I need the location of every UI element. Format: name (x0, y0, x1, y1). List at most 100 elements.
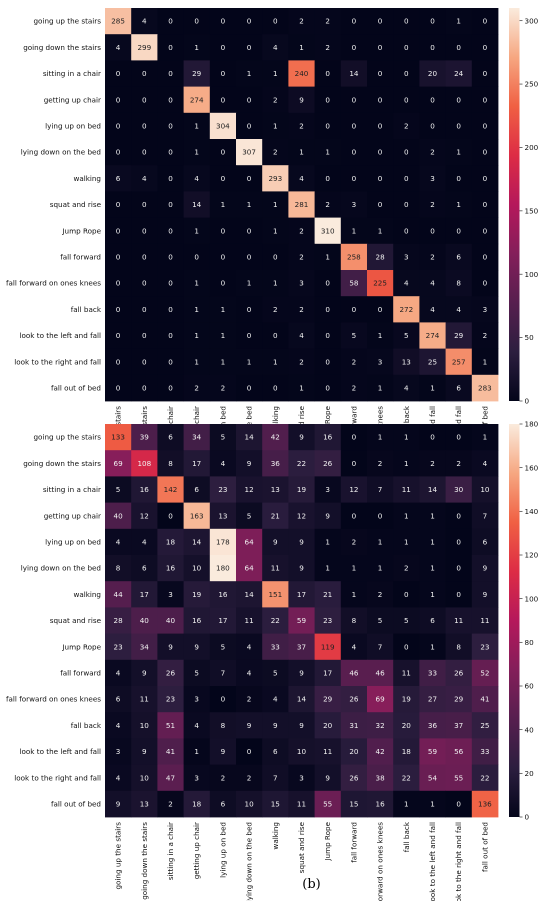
cell-value: 4 (273, 695, 278, 704)
cell-value: 1 (273, 122, 278, 131)
cell-value: 29 (454, 695, 464, 704)
heatmap-cell (183, 322, 211, 349)
heatmap-cell (209, 60, 237, 87)
cell-value: 7 (273, 773, 278, 782)
heatmap-cell (209, 296, 237, 323)
heatmap-cell (314, 322, 342, 349)
cell-value: 0 (352, 95, 357, 104)
cell-value: 26 (349, 773, 359, 782)
cell-value: 1 (483, 357, 488, 366)
cell-value: 1 (325, 148, 330, 157)
cell-value: 281 (295, 200, 309, 209)
cell-value: 4 (116, 669, 121, 678)
heatmap-cell (131, 8, 158, 35)
cell-value: 51 (166, 721, 175, 730)
heatmap-cell (236, 790, 263, 818)
heatmap-cell (419, 633, 446, 661)
heatmap-cell (262, 476, 289, 503)
cell-value: 2 (194, 384, 199, 393)
heatmap-cell (131, 790, 158, 818)
cell-value: 0 (221, 148, 226, 157)
heatmap-cell (157, 528, 184, 556)
cell-value: 142 (164, 485, 178, 494)
cell-value: 4 (116, 538, 121, 547)
cell-value: 2 (168, 800, 173, 809)
cell-value: 9 (299, 538, 304, 547)
cell-value: 5 (116, 485, 121, 494)
cell-value: 0 (168, 95, 173, 104)
colorbar-tick-label: 0 (525, 813, 530, 822)
cell-value: 16 (140, 485, 150, 494)
cell-value: 40 (140, 616, 150, 625)
heatmap-cell (262, 243, 289, 271)
cell-value: 304 (216, 122, 230, 131)
cell-value: 0 (221, 43, 226, 52)
heatmap-cell (131, 581, 158, 608)
heatmap-cell (419, 607, 446, 634)
cell-value: 1 (325, 538, 330, 547)
cell-value: 0 (325, 331, 330, 340)
cell-value: 1 (378, 226, 383, 235)
cell-value: 10 (245, 800, 255, 809)
cell-value: 1 (404, 800, 409, 809)
cell-value: 9 (273, 721, 278, 730)
heatmap-cell (209, 112, 237, 140)
heatmap-cell (157, 60, 184, 87)
heatmap-cell (314, 139, 342, 166)
heatmap-cell (471, 424, 499, 451)
cell-value: 0 (378, 305, 383, 314)
cell-value: 0 (404, 43, 409, 52)
cell-value: 0 (168, 357, 173, 366)
heatmap-cell (471, 555, 499, 582)
heatmap-cell (367, 348, 394, 376)
cell-value: 1 (247, 279, 252, 288)
heatmap-cell (157, 86, 184, 114)
cell-value: 2 (378, 590, 383, 599)
cell-value: 1 (456, 148, 461, 157)
cell-value: 14 (192, 538, 202, 547)
heatmap-cell (445, 581, 473, 608)
heatmap-cell (314, 8, 342, 35)
cell-value: 307 (242, 148, 256, 157)
cell-value: 40 (114, 511, 124, 520)
y-tick-label: look to the left and fall (20, 747, 101, 756)
cell-value: 2 (483, 331, 488, 340)
heatmap-cell (367, 528, 394, 556)
cell-value: 20 (323, 721, 333, 730)
cell-value: 2 (378, 459, 383, 468)
heatmap-cell (183, 86, 211, 114)
heatmap-cell (340, 34, 368, 61)
cell-value: 19 (297, 485, 307, 494)
x-tick-label: fall out of bed (480, 822, 489, 872)
cell-value: 0 (430, 17, 435, 26)
cell-value: 2 (299, 17, 304, 26)
heatmap-cell (131, 476, 158, 503)
cell-value: 0 (116, 148, 121, 157)
cell-value: 20 (402, 721, 412, 730)
cell-value: 0 (378, 43, 383, 52)
heatmap-cell (340, 60, 368, 87)
cell-value: 41 (480, 695, 489, 704)
heatmap-cell (236, 296, 263, 323)
cell-value: 36 (428, 721, 438, 730)
cell-value: 7 (221, 669, 226, 678)
cell-value: 0 (168, 174, 173, 183)
x-tick-label: look to the left and fall (428, 822, 437, 901)
cell-value: 44 (114, 590, 124, 599)
heatmap-cell (262, 502, 289, 530)
heatmap-cell (209, 764, 237, 792)
cell-value: 9 (299, 669, 304, 678)
cell-value: 4 (483, 459, 488, 468)
cell-value: 9 (168, 642, 173, 651)
cell-value: 12 (297, 511, 306, 520)
cell-value: 178 (216, 538, 230, 547)
cell-value: 0 (483, 253, 488, 262)
cell-value: 41 (166, 747, 175, 756)
cell-value: 4 (142, 538, 147, 547)
heatmap-cell (445, 86, 473, 114)
heatmap-cell (209, 738, 237, 765)
cell-value: 0 (430, 433, 435, 442)
cell-value: 1 (430, 590, 435, 599)
cell-value: 0 (142, 200, 147, 209)
cell-value: 0 (404, 642, 409, 651)
